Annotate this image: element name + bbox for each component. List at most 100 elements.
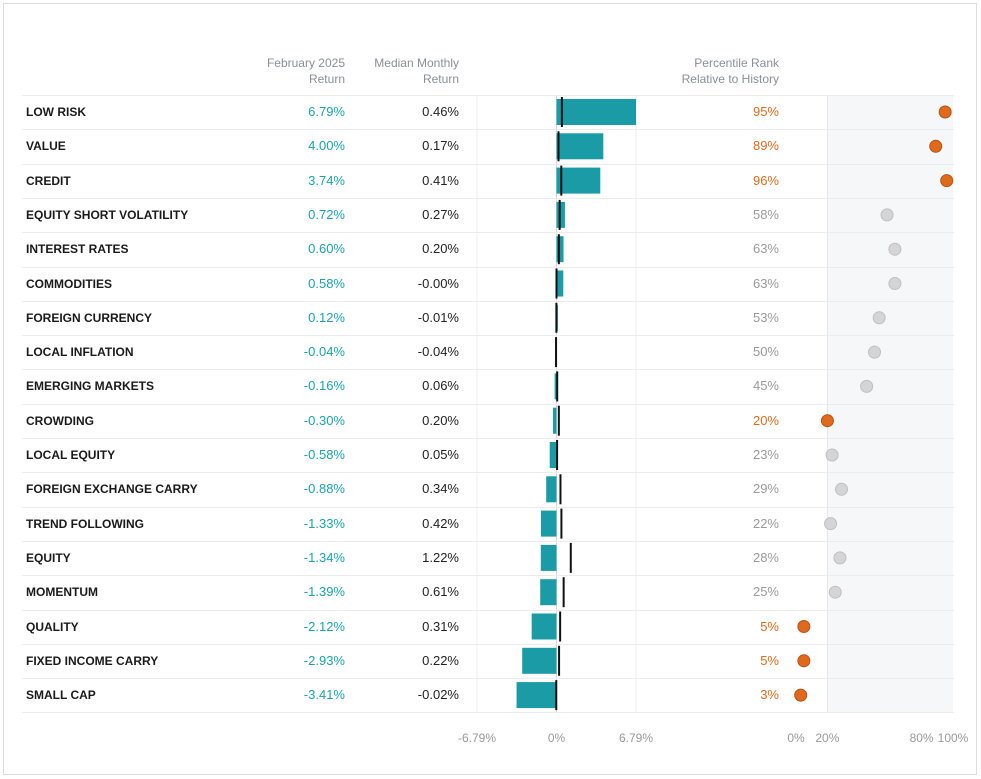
percentile-value: 22%	[752, 515, 779, 531]
factor-label: TREND FOLLOWING	[26, 516, 144, 531]
median-value: 0.17%	[422, 138, 459, 154]
return-bar	[546, 476, 557, 503]
return-bar	[556, 201, 565, 228]
row-divider	[22, 232, 954, 234]
percentile-value: 5%	[760, 652, 779, 668]
percentile-dot	[929, 139, 943, 153]
return-axis-tick-label: 6.79%	[619, 731, 653, 745]
return-bar	[556, 270, 564, 297]
row-divider	[22, 300, 954, 302]
factor-label: INTEREST RATES	[26, 242, 129, 257]
factor-label: SMALL CAP	[26, 688, 96, 703]
return-value: -3.41%	[303, 687, 345, 703]
return-value: 0.60%	[308, 241, 345, 257]
row-divider	[22, 506, 954, 508]
median-header-line2: Return	[422, 72, 459, 86]
return-value: 4.00%	[308, 138, 345, 154]
percentile-value: 29%	[752, 481, 779, 497]
median-value: 0.20%	[422, 412, 459, 428]
percentile-dot	[860, 379, 874, 393]
percentile-value: 96%	[752, 172, 779, 188]
percentile-dot	[872, 311, 886, 325]
percentile-header-line2: Relative to History	[681, 72, 779, 86]
percentile-axis-tick-label: 80%	[910, 731, 934, 745]
percentile-shaded-band	[827, 95, 953, 713]
median-value: 0.20%	[422, 241, 459, 257]
factor-label: QUALITY	[26, 619, 79, 634]
return-header-line2: Return	[308, 72, 345, 86]
return-value: 6.79%	[308, 104, 345, 119]
median-value: 0.22%	[422, 652, 459, 668]
return-value: -0.04%	[303, 344, 345, 360]
row-divider	[22, 163, 954, 165]
row-divider	[22, 335, 954, 337]
row-divider	[22, 403, 954, 405]
percentile-value: 63%	[752, 275, 779, 291]
percentile-value: 63%	[752, 241, 779, 257]
row-divider	[22, 129, 954, 131]
row-divider	[22, 369, 954, 371]
percentile-dot	[938, 105, 952, 119]
median-value: 0.42%	[422, 515, 459, 531]
factor-label: VALUE	[26, 139, 66, 154]
factor-label: LOCAL EQUITY	[26, 448, 116, 462]
percentile-value: 58%	[752, 206, 779, 222]
factor-label: FIXED INCOME CARRY	[26, 653, 159, 668]
return-value: -0.88%	[303, 481, 345, 497]
percentile-dot	[868, 345, 881, 359]
row-divider	[22, 266, 954, 268]
percentile-column-header: Percentile Rank Relative to History	[682, 55, 779, 87]
percentile-dot	[888, 277, 902, 290]
percentile-dot	[880, 208, 894, 222]
return-bar	[556, 167, 601, 194]
median-column-header: Median Monthly Return	[374, 55, 459, 87]
median-value: 0.06%	[422, 378, 459, 394]
percentile-value: 95%	[752, 104, 779, 119]
factor-label: COMMODITIES	[26, 276, 112, 291]
factor-label: EQUITY	[26, 550, 71, 565]
percentile-value: 5%	[760, 618, 779, 634]
percentile-dot	[828, 585, 842, 599]
return-value: 0.12%	[308, 309, 345, 325]
factor-label: FOREIGN CURRENCY	[26, 310, 153, 325]
return-bar	[516, 682, 557, 709]
return-value: -2.93%	[303, 652, 345, 668]
percentile-value: 3%	[760, 687, 779, 703]
percentile-axis-tick-label: 0%	[787, 731, 805, 745]
return-value: 0.72%	[308, 206, 345, 222]
return-bar	[540, 510, 557, 537]
percentile-dot	[833, 551, 847, 565]
return-bar	[556, 133, 604, 160]
factor-label: FOREIGN EXCHANGE CARRY	[26, 482, 198, 497]
percentile-dot	[835, 482, 849, 496]
median-value: 1.22%	[422, 549, 459, 565]
percentile-header-line1: Percentile Rank	[694, 56, 779, 70]
percentile-value: 28%	[752, 549, 779, 565]
median-value: -0.00%	[417, 275, 459, 291]
return-value: -1.39%	[303, 584, 345, 600]
percentile-dot	[940, 174, 954, 188]
return-header-line1: February 2025	[266, 56, 345, 70]
row-divider	[22, 438, 954, 439]
percentile-value: 23%	[752, 447, 779, 462]
row-divider	[22, 609, 954, 611]
return-value: -0.30%	[303, 412, 345, 428]
row-divider	[22, 712, 954, 714]
factor-label: EMERGING MARKETS	[26, 379, 155, 394]
return-value: 0.58%	[308, 275, 345, 291]
return-bar	[531, 613, 557, 640]
median-header-line1: Median Monthly	[374, 56, 459, 70]
chart-frame	[3, 3, 977, 775]
percentile-value: 45%	[752, 378, 779, 394]
return-bar	[552, 407, 557, 434]
percentile-value: 89%	[752, 138, 779, 154]
row-divider	[22, 472, 954, 474]
return-bar	[556, 99, 636, 125]
row-divider	[22, 540, 954, 542]
percentile-dot	[825, 448, 839, 462]
factor-label: CROWDING	[26, 413, 94, 428]
median-value: 0.41%	[422, 172, 459, 188]
factor-label: MOMENTUM	[26, 585, 98, 600]
percentile-dot	[797, 654, 811, 668]
